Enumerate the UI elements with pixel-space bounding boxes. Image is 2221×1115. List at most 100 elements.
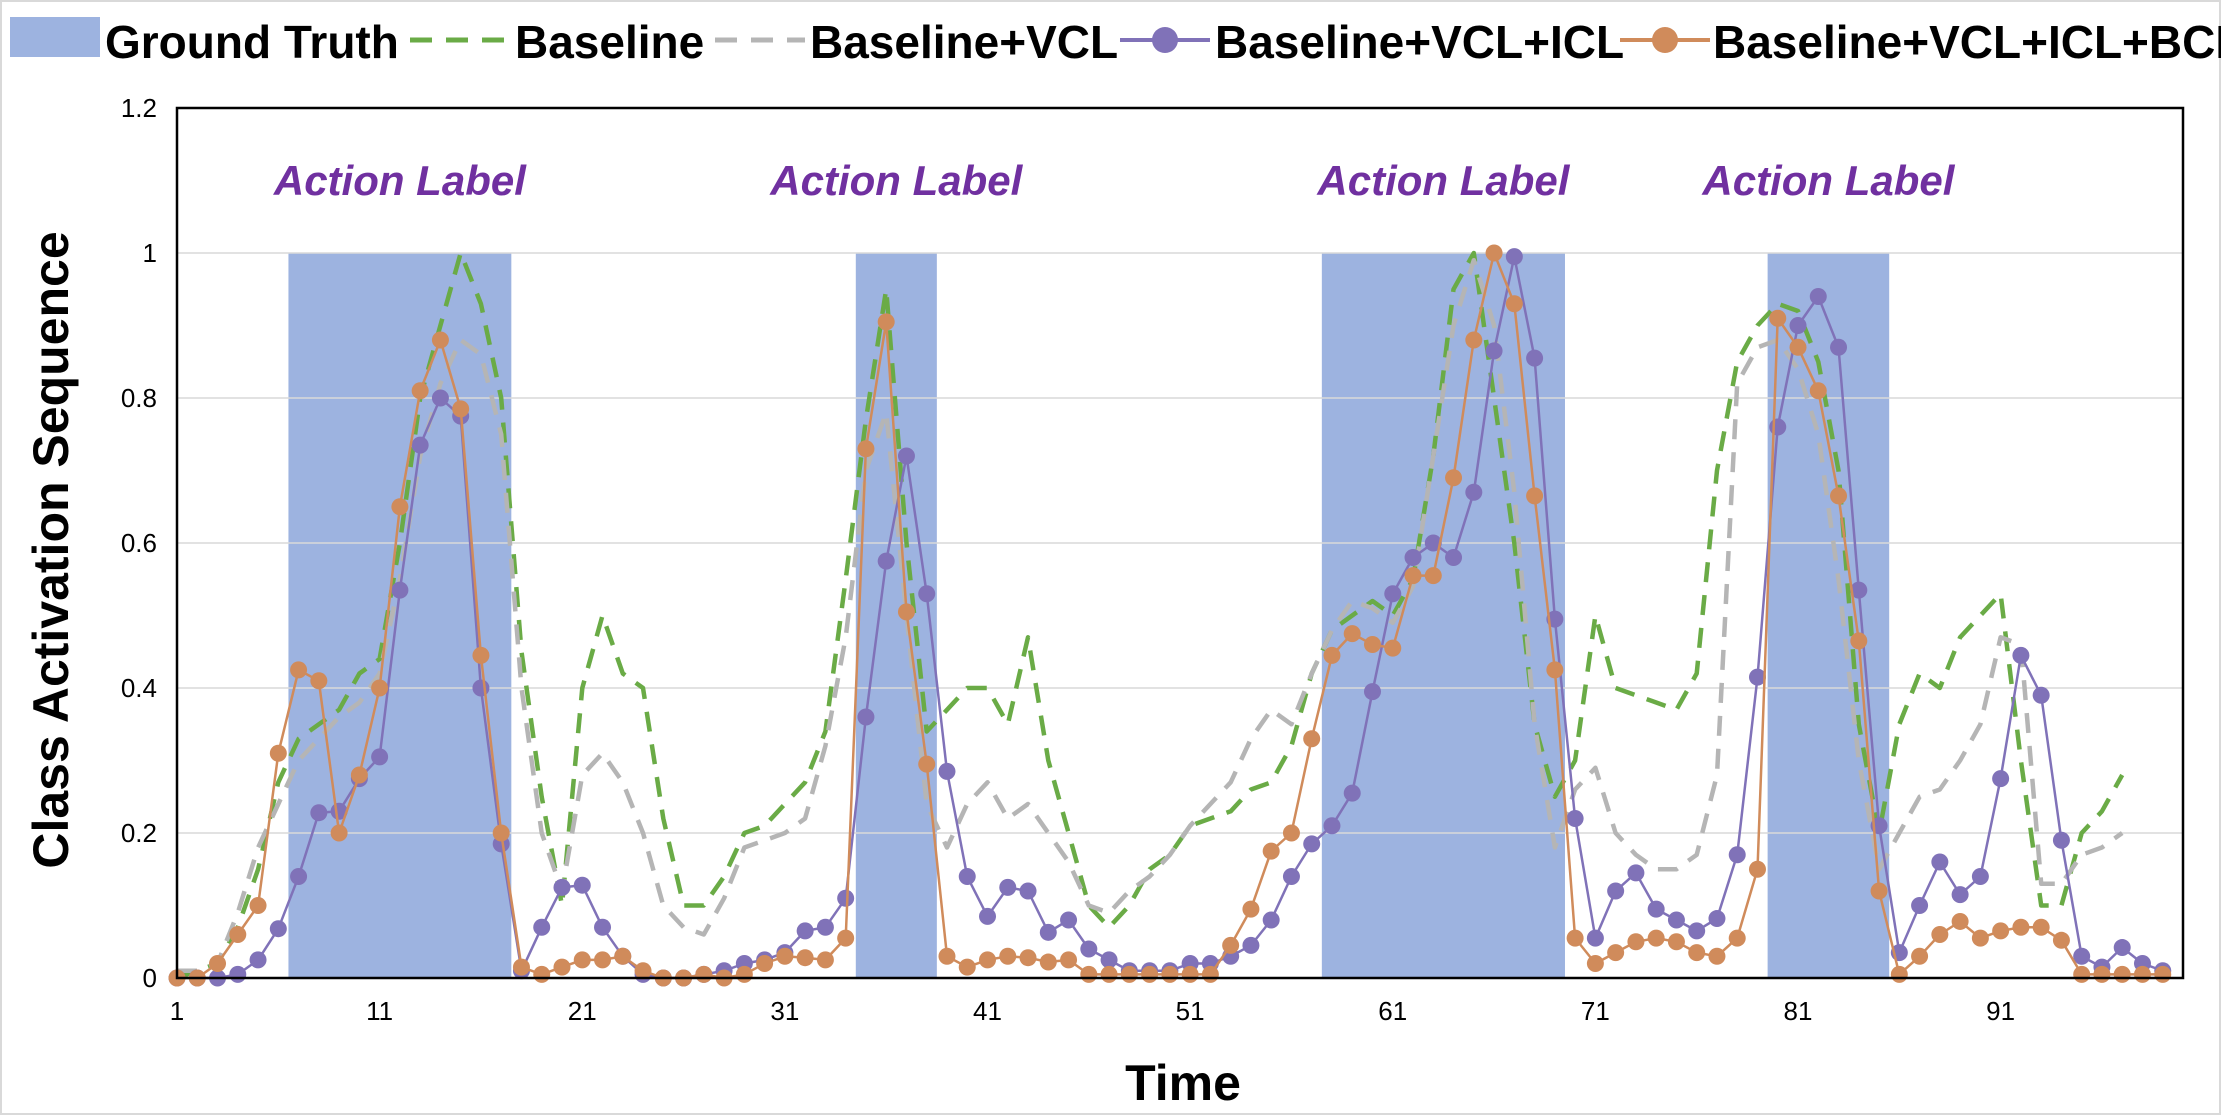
action-label-2: Action Label: [769, 157, 1023, 204]
series-3-point-29: [735, 965, 753, 983]
series-3-point-39: [938, 947, 956, 965]
ground-truth-band-4: [1767, 253, 1890, 978]
series-3-point-49: [1141, 965, 1159, 983]
series-3-point-85: [1870, 882, 1888, 900]
series-2-point-19: [533, 918, 551, 936]
legend-label-baseline: Baseline: [515, 16, 704, 68]
series-2-point-64: [1445, 549, 1463, 566]
series-2-point-37: [897, 447, 915, 465]
series-3-point-16: [472, 646, 490, 664]
series-2-point-91: [1992, 770, 2010, 788]
series-2-point-62: [1404, 549, 1422, 566]
x-tick-label-3: 31: [770, 996, 799, 1026]
series-3-point-19: [533, 965, 551, 983]
series-2-point-68: [1526, 349, 1544, 367]
series-3-point-7: [290, 661, 308, 679]
series-3-point-42: [999, 947, 1017, 965]
series-3-point-43: [1019, 949, 1037, 967]
series-3-point-90: [1971, 929, 1989, 947]
series-3-point-44: [1039, 953, 1057, 971]
series-3-point-77: [1708, 947, 1726, 965]
series-2-point-11: [371, 748, 389, 766]
series-2-point-46: [1080, 940, 1098, 958]
x-axis-title: Time: [1125, 1055, 1241, 1111]
series-3-point-80: [1769, 309, 1787, 327]
series-3-point-9: [330, 824, 348, 842]
series-3-point-87: [1911, 947, 1929, 965]
series-3-point-38: [918, 755, 936, 773]
y-tick-label-5: 1: [143, 238, 157, 268]
plot-area-border: [175, 106, 2185, 980]
series-2-point-39: [938, 762, 956, 780]
series-3-point-99: [2154, 965, 2172, 983]
series-3-point-52: [1201, 965, 1219, 983]
y-tick-label-6: 1.2: [121, 93, 157, 123]
series-2-point-14: [431, 389, 449, 407]
legend-label-baseline-vcl-icl: Baseline+VCL+ICL: [1215, 16, 1624, 68]
legend-marker-baseline-vcl-icl-bcl: [1652, 27, 1678, 53]
series-3-point-96: [2093, 965, 2111, 983]
y-tick-label-2: 0.4: [121, 673, 157, 703]
series-3-point-76: [1688, 944, 1706, 962]
series-2-point-58: [1323, 817, 1341, 835]
x-tick-label-8: 81: [1784, 996, 1813, 1026]
series-2-point-75: [1667, 911, 1685, 929]
series-3-point-71: [1586, 955, 1604, 972]
series-3-point-37: [897, 603, 915, 621]
series-3-point-34: [837, 929, 855, 947]
series-3-point-67: [1505, 295, 1523, 313]
x-tick-label-6: 61: [1378, 996, 1407, 1026]
series-3-point-11: [371, 679, 389, 697]
series-3-point-94: [2052, 931, 2070, 949]
series-3-point-47: [1100, 965, 1118, 983]
series-3-point-59: [1343, 625, 1361, 643]
series-3-point-92: [2012, 918, 2030, 936]
series-3-point-63: [1424, 567, 1442, 585]
action-label-1: Action Label: [273, 157, 527, 204]
series-3-point-72: [1607, 944, 1625, 962]
series-2-point-7: [290, 868, 308, 885]
series-3-point-40: [958, 958, 976, 976]
series-2-point-6: [269, 920, 287, 938]
series-2-point-70: [1566, 810, 1584, 827]
series-2-point-32: [796, 922, 814, 940]
series-line-0: [176, 250, 2125, 981]
x-tick-label-9: 91: [1986, 996, 2015, 1026]
series-2-point-60: [1363, 683, 1381, 701]
series-3-point-70: [1566, 929, 1584, 947]
series-3-point-3: [209, 955, 227, 972]
series-2-point-34: [837, 889, 855, 907]
y-tick-label-4: 0.8: [121, 383, 157, 413]
series-3-point-46: [1080, 965, 1098, 983]
series-2-point-8: [310, 804, 328, 822]
series-2-point-94: [2052, 831, 2070, 849]
ground-truth-band-2: [855, 253, 937, 978]
series-2-point-76: [1688, 922, 1706, 940]
series-2-point-21: [573, 876, 591, 894]
series-3-point-10: [350, 766, 368, 784]
series-2-point-84: [1850, 581, 1868, 599]
series-2-point-74: [1647, 900, 1665, 918]
series-3-point-97: [2113, 965, 2131, 983]
series-2-point-73: [1627, 864, 1645, 882]
series-2-point-72: [1607, 882, 1625, 900]
series-2-point-66: [1485, 342, 1503, 360]
ground-truth-band-1: [288, 253, 512, 978]
series-3-point-12: [391, 498, 409, 516]
series-3-point-8: [310, 672, 328, 690]
series-3-point-50: [1161, 965, 1179, 983]
series-3-point-24: [634, 962, 652, 980]
series-3-point-30: [756, 955, 774, 972]
series-2-point-33: [816, 918, 834, 936]
series-3-point-86: [1890, 965, 1908, 983]
series-3-point-21: [573, 951, 591, 969]
series-3-point-35: [857, 440, 875, 458]
legend-swatch-ground-truth: [10, 17, 100, 57]
series-2-point-61: [1384, 585, 1402, 603]
series-3-point-13: [411, 382, 429, 400]
series-2-point-80: [1769, 418, 1787, 436]
series-2-point-22: [594, 918, 612, 936]
series-3-point-62: [1404, 567, 1422, 585]
series-3-point-88: [1931, 926, 1949, 943]
